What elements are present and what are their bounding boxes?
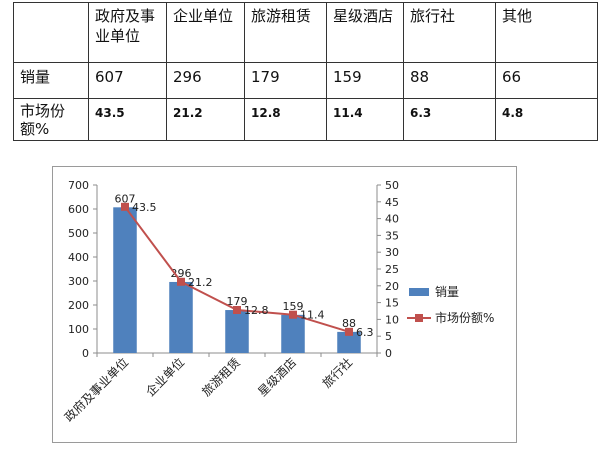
- line-data-label: 43.5: [132, 201, 157, 214]
- y-right-tick-label: 0: [385, 347, 392, 360]
- y-left-tick-label: 200: [68, 299, 89, 312]
- legend-label-line: 市场份额%: [435, 310, 494, 325]
- line-data-label: 21.2: [188, 276, 213, 289]
- header-cell: 旅行社: [403, 2, 496, 63]
- x-category-label: 旅游租赁: [199, 355, 243, 399]
- table-header-row: 政府及事业单位 企业单位 旅游租赁 星级酒店 旅行社 其他: [13, 2, 598, 63]
- line-data-label: 6.3: [356, 326, 374, 339]
- line-point: [345, 327, 353, 336]
- y-right-tick-label: 35: [385, 229, 399, 242]
- table-cell: 11.4: [326, 98, 404, 141]
- line-data-label: 12.8: [244, 304, 269, 317]
- x-category-label: 企业单位: [143, 355, 188, 400]
- y-right-tick-label: 10: [385, 313, 399, 326]
- y-left-tick-label: 700: [68, 179, 89, 192]
- bar: [113, 207, 137, 353]
- table-cell: 607: [88, 62, 167, 99]
- header-cell: [13, 2, 89, 63]
- table-cell: 4.8: [495, 98, 598, 141]
- header-cell: 企业单位: [166, 2, 245, 63]
- table-cell: 6.3: [403, 98, 496, 141]
- legend-swatch-marker: [415, 314, 423, 322]
- y-right-tick-label: 50: [385, 179, 399, 192]
- x-category-label: 旅行社: [319, 355, 355, 391]
- y-right-tick-label: 30: [385, 246, 399, 259]
- bar: [225, 310, 249, 353]
- line-data-label: 11.4: [300, 309, 325, 322]
- line-point: [177, 277, 185, 286]
- y-right-tick-label: 45: [385, 196, 399, 209]
- bar: [169, 281, 193, 353]
- y-right-tick-label: 15: [385, 297, 399, 310]
- y-right-tick-label: 20: [385, 280, 399, 293]
- bar-data-label: 179: [227, 295, 248, 308]
- table-cell: 159: [326, 62, 404, 99]
- line-point: [233, 305, 241, 314]
- header-cell: 政府及事业单位: [88, 2, 167, 63]
- table-cell: 88: [403, 62, 496, 99]
- data-table: 政府及事业单位 企业单位 旅游租赁 星级酒店 旅行社 其他 销量 607 296…: [13, 2, 598, 141]
- y-left-tick-label: 600: [68, 203, 89, 216]
- y-right-tick-label: 25: [385, 263, 399, 276]
- line-point: [289, 310, 297, 319]
- bar: [281, 314, 305, 353]
- x-category-label: 星级酒店: [255, 355, 299, 399]
- combo-chart: 0 100 200 300 400 500 600 700 0 5 10 15 20 25 30 35 40 45…: [61, 179, 494, 425]
- table-row-sales: 销量 607 296 179 159 88 66: [13, 62, 598, 99]
- y-left-tick-label: 500: [68, 227, 89, 240]
- legend-label-bar: 销量: [435, 285, 459, 299]
- table-cell: 12.8: [244, 98, 327, 141]
- bar-data-label: 607: [115, 192, 136, 205]
- x-category-label: 政府及事业单位: [61, 355, 131, 425]
- line-point: [121, 202, 129, 211]
- bar-data-label: 296: [171, 267, 192, 280]
- bar: [337, 331, 361, 353]
- table-cell: 21.2: [166, 98, 245, 141]
- y-left-tick-label: 400: [68, 251, 89, 264]
- table-cell: 296: [166, 62, 245, 99]
- header-cell: 星级酒店: [326, 2, 404, 63]
- y-right-tick-label: 5: [385, 330, 392, 343]
- header-cell: 旅游租赁: [244, 2, 327, 63]
- y-left-tick-label: 300: [68, 275, 89, 288]
- chart-frame: 0 100 200 300 400 500 600 700 0 5 10 15 20 25 30 35 40 45…: [52, 166, 517, 443]
- bar-data-label: 159: [283, 300, 304, 313]
- table-cell: 179: [244, 62, 327, 99]
- legend-swatch-bar: [409, 288, 429, 296]
- y-left-tick-label: 100: [68, 323, 89, 336]
- row-label: 销量: [13, 62, 89, 99]
- row-label: 市场份额%: [13, 98, 89, 141]
- header-cell: 其他: [495, 2, 598, 63]
- table-cell: 43.5: [88, 98, 167, 141]
- y-left-tick-label: 0: [82, 347, 89, 360]
- bar-data-label: 88: [342, 317, 356, 330]
- y-right-tick-label: 40: [385, 213, 399, 226]
- table-row-share: 市场份额% 43.5 21.2 12.8 11.4 6.3 4.8: [13, 98, 598, 141]
- table-cell: 66: [495, 62, 598, 99]
